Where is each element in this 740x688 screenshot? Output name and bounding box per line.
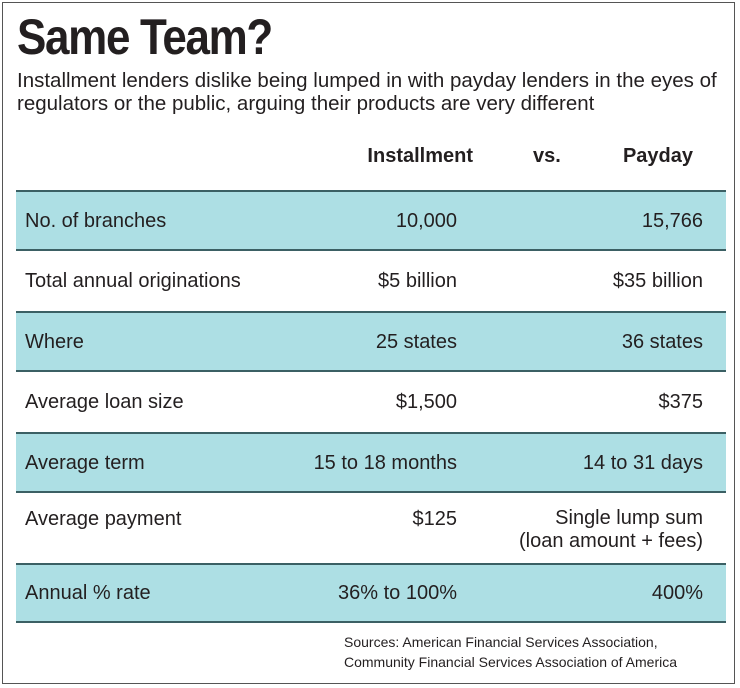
table-row: Where 25 states 36 states [16, 311, 726, 372]
table-row: Total annual originations $5 billion $35 b… [16, 251, 726, 311]
installment-value: $125 [412, 508, 458, 530]
chart-subtitle: Installment lenders dislike being lumped… [17, 69, 717, 115]
sources-line-2: Community Financial Services Association… [344, 654, 678, 670]
column-header-installment: Installment [367, 145, 473, 167]
payday-value: 36 states [621, 331, 703, 353]
table-row: Average payment $125 Single lump sum (loan… [16, 493, 726, 563]
sources-note: Sources: American Financial Services Ass… [344, 632, 677, 672]
installment-value: 25 states [375, 331, 457, 353]
row-label: Average payment [25, 508, 182, 530]
payday-value: 14 to 31 days [582, 452, 703, 474]
row-label: Total annual originations [25, 270, 241, 292]
row-label: No. of branches [25, 210, 167, 232]
installment-value: 36% to 100% [338, 582, 457, 604]
payday-value: $35 billion [612, 270, 703, 292]
installment-value: $5 billion [378, 270, 457, 292]
payday-value: $375 [658, 391, 704, 413]
column-header-vs: vs. [533, 145, 561, 167]
installment-value: 10,000 [395, 210, 457, 232]
table-row: No. of branches 10,000 15,766 [16, 190, 726, 251]
payday-value: Single lump sum (loan amount + fees) [519, 507, 703, 552]
payday-value: 400% [651, 582, 703, 604]
row-label: Average loan size [25, 391, 184, 413]
row-label: Annual % rate [25, 582, 151, 604]
column-header-payday: Payday [622, 145, 693, 167]
row-label: Average term [25, 452, 145, 474]
installment-value: $1,500 [395, 391, 457, 413]
table-row: Average loan size $1,500 $375 [16, 372, 726, 432]
payday-value: 15,766 [641, 210, 703, 232]
chart-title: Same Team? [17, 9, 273, 65]
sources-line-1: Sources: American Financial Services Ass… [344, 634, 658, 650]
row-label: Where [25, 331, 84, 353]
table-row: Average term 15 to 18 months 14 to 31 days [16, 432, 726, 493]
table-row: Annual % rate 36% to 100% 400% [16, 563, 726, 623]
installment-value: 15 to 18 months [313, 452, 457, 474]
